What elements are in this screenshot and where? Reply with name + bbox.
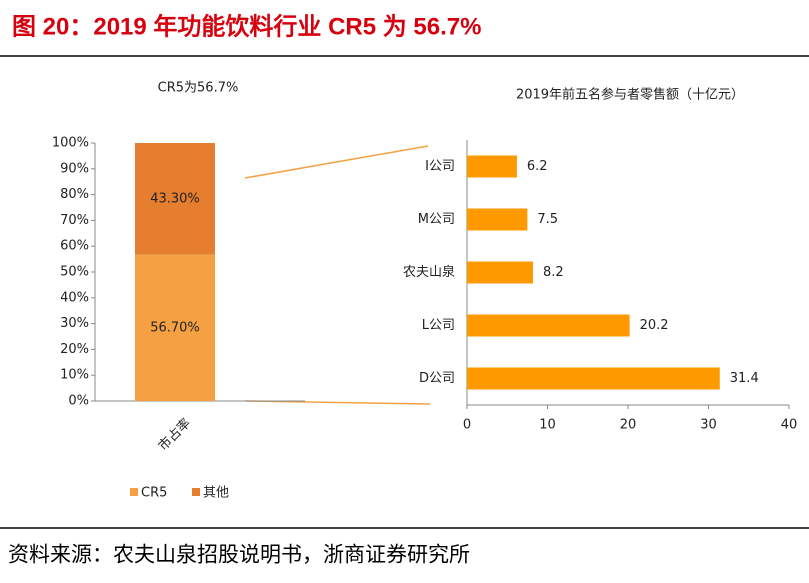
legend-label: CR5 xyxy=(141,486,167,501)
value-label: 43.30% xyxy=(150,191,200,206)
chart-title: CR5为56.7% xyxy=(158,81,239,96)
value-label: 8.2 xyxy=(543,265,564,280)
y-tick-label: 40% xyxy=(60,290,89,305)
x-tick-label: 市占率 xyxy=(155,415,194,454)
source: 资料来源：农夫山泉招股说明书，浙商证券研究所 xyxy=(8,543,470,567)
y-tick-label: 农夫山泉 xyxy=(403,264,455,280)
connector xyxy=(244,145,429,179)
value-label: 7.5 xyxy=(537,212,558,227)
legend-label: 其他 xyxy=(203,486,229,501)
chart-title: 2019年前五名参与者零售额（十亿元） xyxy=(516,87,744,103)
value-label: 20.2 xyxy=(640,318,669,333)
y-tick-label: D公司 xyxy=(419,371,455,386)
y-tick-label: 20% xyxy=(60,342,89,357)
x-tick-label: 30 xyxy=(700,418,717,433)
y-tick-label: 0% xyxy=(68,394,89,409)
bar-segment xyxy=(135,254,215,401)
figure-title: 图 20：2019 年功能饮料行业 CR5 为 56.7% xyxy=(12,12,482,40)
legend-swatch xyxy=(130,488,138,496)
y-tick-label: 10% xyxy=(60,368,89,383)
bar xyxy=(467,367,720,390)
bar xyxy=(467,155,517,178)
y-tick-label: 100% xyxy=(52,136,89,151)
y-tick-label: 30% xyxy=(60,316,89,331)
y-tick-label: 80% xyxy=(60,187,89,202)
x-tick-label: 0 xyxy=(463,418,471,433)
y-tick-label: 50% xyxy=(60,265,89,280)
y-tick-label: L公司 xyxy=(422,318,455,333)
bar xyxy=(467,261,534,284)
x-tick-label: 20 xyxy=(620,418,637,433)
value-label: 6.2 xyxy=(527,159,548,174)
bar-segment xyxy=(135,143,215,255)
legend-swatch xyxy=(192,488,200,496)
bar xyxy=(467,314,630,337)
x-tick-label: 10 xyxy=(539,418,556,433)
bar xyxy=(467,208,528,231)
y-tick-label: I公司 xyxy=(425,159,455,174)
x-tick-label: 40 xyxy=(781,418,798,433)
value-label: 31.4 xyxy=(730,371,759,386)
y-tick-label: 90% xyxy=(60,161,89,176)
y-tick-label: 60% xyxy=(60,239,89,254)
y-tick-label: M公司 xyxy=(418,212,455,227)
y-tick-label: 70% xyxy=(60,213,89,228)
value-label: 56.70% xyxy=(150,320,200,335)
